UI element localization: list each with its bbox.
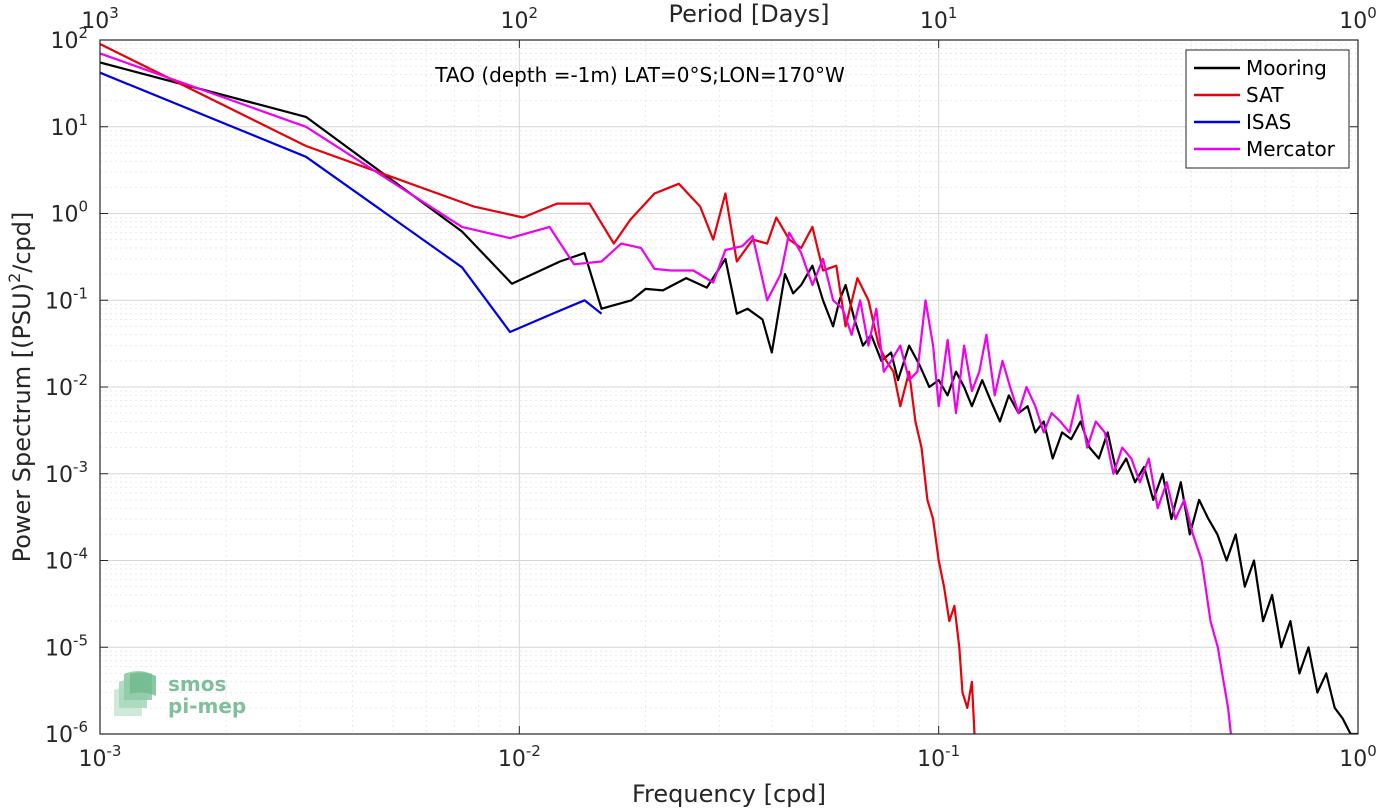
y-tick-label: 102	[50, 24, 88, 54]
x2-tick-label: 102	[501, 4, 539, 34]
logo-text-pi-mep: pi-mep	[168, 694, 246, 718]
x-tick-label: 10-2	[498, 742, 541, 772]
y-tick-label: 10-1	[45, 284, 88, 314]
y-axis-label: Power Spectrum [(PSU)2/cpd]	[5, 212, 36, 563]
smos-pi-mep-logo: smos pi-mep	[114, 671, 246, 718]
x2-tick-label: 100	[1339, 4, 1377, 34]
legend-label-mercator: Mercator	[1246, 137, 1336, 161]
x2-axis-label: Period [Days]	[668, 0, 829, 28]
y-tick-label: 101	[50, 111, 88, 141]
legend-label-sat: SAT	[1246, 83, 1284, 107]
legend-label-isas: ISAS	[1246, 110, 1291, 134]
y-tick-label: 10-5	[45, 631, 88, 661]
x-axis-label: Frequency [cpd]	[632, 780, 826, 808]
x2-tick-label: 101	[920, 4, 958, 34]
series-lines	[100, 43, 1358, 734]
chart-title: TAO (depth =-1m) LAT=0°S;LON=170°W	[434, 63, 845, 87]
x-tick-label: 100	[1339, 742, 1377, 772]
y-tick-label: 10-3	[45, 458, 88, 488]
series-line-mercator	[100, 52, 1233, 734]
x-tick-label: 10-1	[917, 742, 960, 772]
legend-label-mooring: Mooring	[1246, 56, 1327, 80]
series-line-mooring	[100, 61, 1358, 734]
y-tick-label: 100	[50, 198, 88, 228]
x2-tick-label: 103	[81, 4, 119, 34]
y-tick-label: 10-2	[45, 371, 88, 401]
legend: Mooring SAT ISAS Mercator	[1185, 49, 1350, 169]
y-tick-label: 10-6	[45, 718, 88, 748]
logo-mark-icon	[114, 671, 156, 716]
series-line-isas	[100, 71, 603, 334]
logo-text-smos: smos	[168, 672, 226, 696]
series-line-sat	[100, 43, 976, 734]
x-tick-label: 10-3	[79, 742, 122, 772]
y-tick-label: 10-4	[45, 545, 88, 575]
